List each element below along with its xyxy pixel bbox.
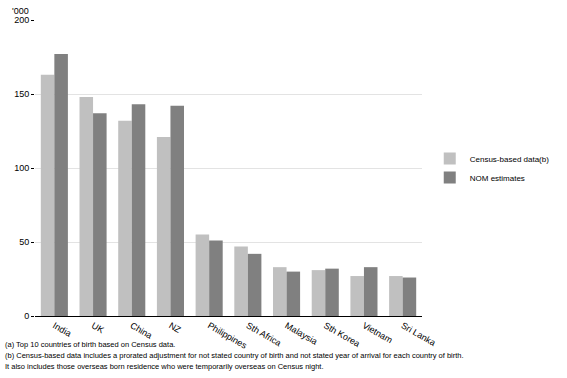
svg-text:200: 200 (14, 15, 29, 25)
svg-text:NOM estimates: NOM estimates (470, 174, 525, 183)
svg-text:Sth Korea: Sth Korea (322, 320, 362, 349)
svg-text:(a) Top 10 countries of birth: (a) Top 10 countries of birth based on C… (5, 340, 175, 349)
svg-text:50: 50 (19, 237, 29, 247)
svg-text:Sri Lanka: Sri Lanka (399, 320, 437, 348)
svg-text:0: 0 (24, 311, 29, 321)
svg-text:China: China (129, 320, 154, 340)
svg-text:Sth Africa: Sth Africa (245, 320, 283, 348)
svg-text:Vietnam: Vietnam (361, 320, 394, 345)
svg-text:Malaysia: Malaysia (283, 320, 319, 346)
svg-text:150: 150 (14, 89, 29, 99)
svg-text:It also includes those oversea: It also includes those overseas born res… (5, 362, 324, 371)
svg-text:NZ: NZ (167, 320, 183, 335)
svg-text:UK: UK (90, 320, 106, 335)
svg-text:100: 100 (14, 163, 29, 173)
svg-text:(b) Census-based data includes: (b) Census-based data includes a prorate… (5, 351, 464, 360)
svg-text:Philippines: Philippines (206, 320, 249, 351)
svg-text:Census-based data(b): Census-based data(b) (470, 155, 549, 164)
svg-text:'000: '000 (12, 6, 29, 16)
svg-text:India: India (51, 320, 73, 338)
